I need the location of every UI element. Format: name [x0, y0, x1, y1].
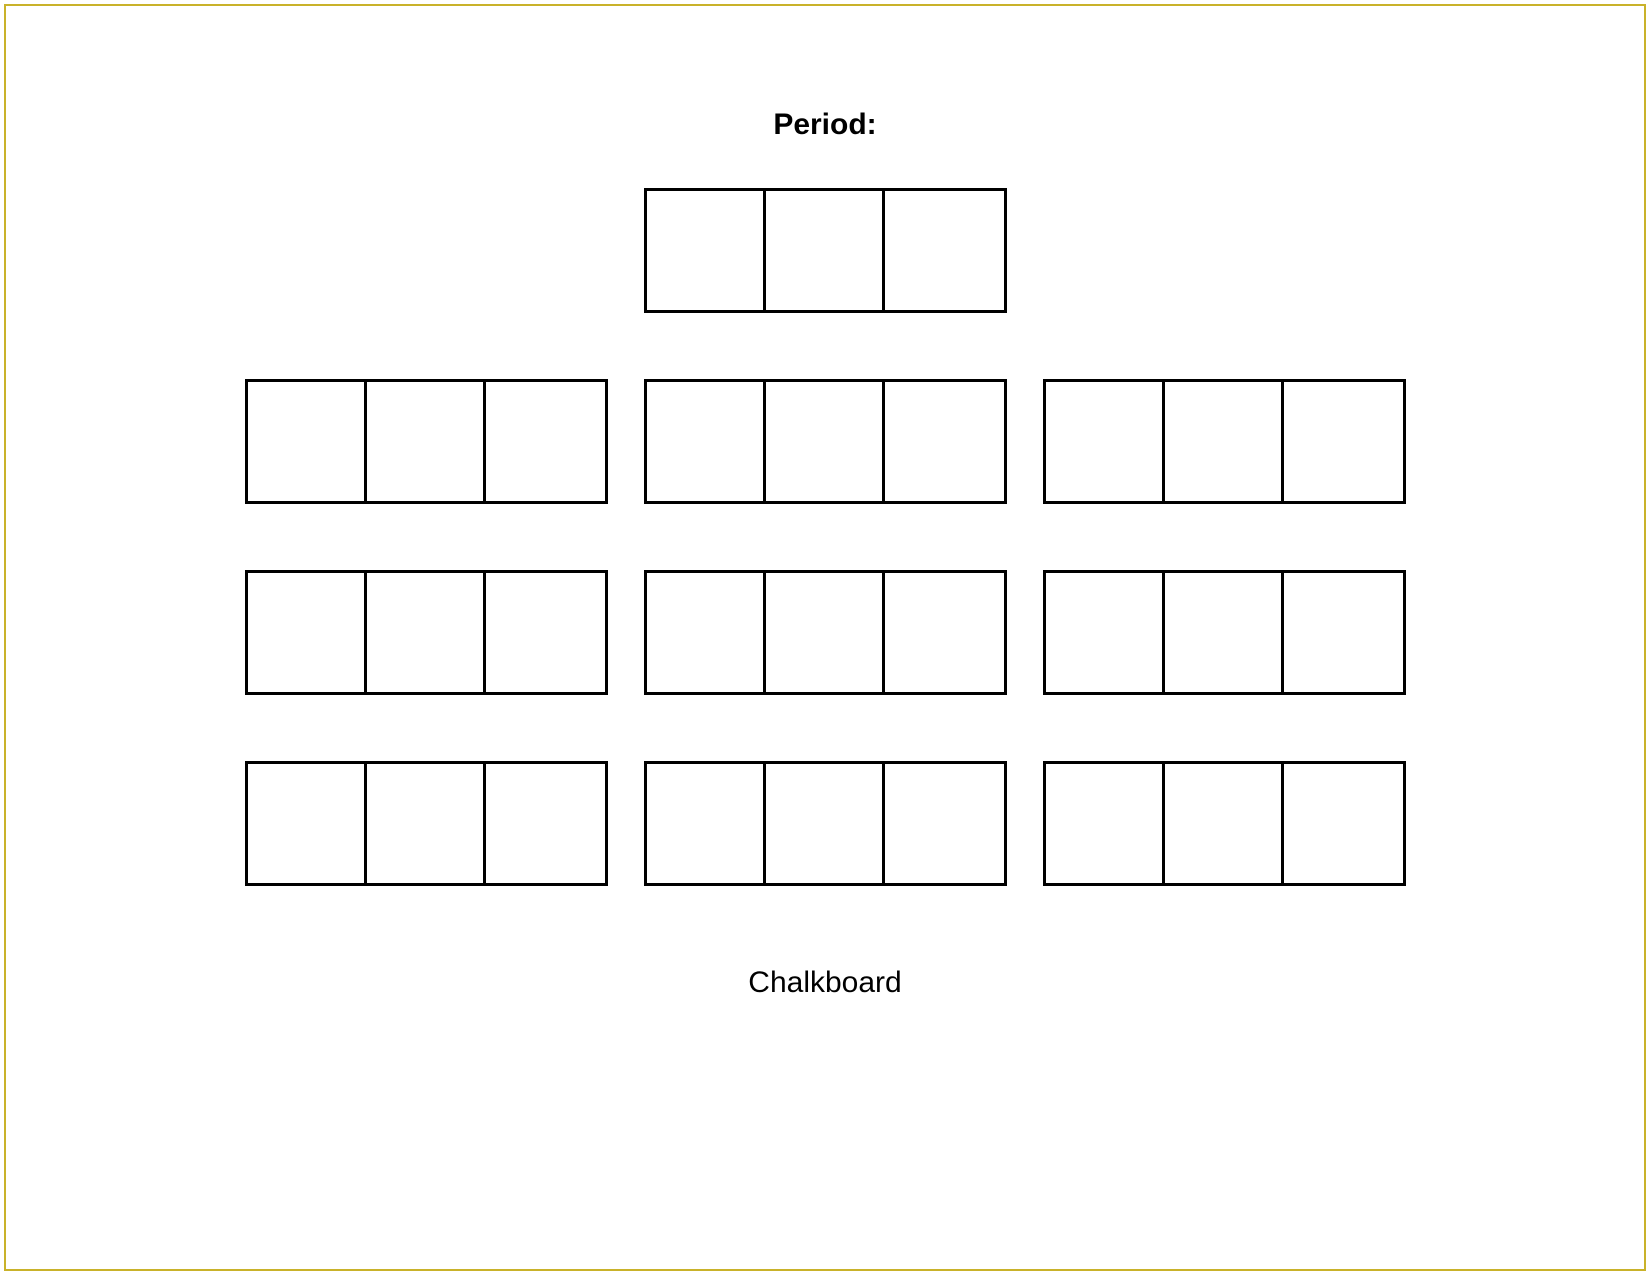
seat	[367, 382, 486, 501]
seat	[486, 382, 605, 501]
seat	[647, 573, 766, 692]
seat	[1165, 382, 1284, 501]
seat	[1165, 573, 1284, 692]
desk-group	[245, 761, 608, 886]
period-title: Period:	[773, 108, 876, 142]
seat	[367, 764, 486, 883]
seating-row	[245, 570, 1406, 695]
desk-group	[644, 761, 1007, 886]
seat	[885, 191, 1004, 310]
seat	[1046, 382, 1165, 501]
chalkboard-label: Chalkboard	[748, 966, 901, 1000]
seat	[647, 191, 766, 310]
seat	[885, 573, 1004, 692]
seat	[1165, 764, 1284, 883]
seat	[885, 382, 1004, 501]
seat	[647, 764, 766, 883]
seat	[885, 764, 1004, 883]
seat	[766, 191, 885, 310]
seating-row	[245, 761, 1406, 886]
desk-group	[644, 379, 1007, 504]
desk-group	[245, 379, 608, 504]
desk-group	[1043, 761, 1406, 886]
seat	[766, 382, 885, 501]
seat	[647, 382, 766, 501]
desk-group	[1043, 379, 1406, 504]
seating-row	[245, 379, 1406, 504]
seating-rows	[245, 188, 1406, 886]
seat	[486, 573, 605, 692]
desk-group	[644, 188, 1007, 313]
desk-group	[644, 570, 1007, 695]
seat	[367, 573, 486, 692]
seat	[766, 573, 885, 692]
seating-row	[644, 188, 1007, 313]
seat	[1284, 764, 1403, 883]
desk-group	[1043, 570, 1406, 695]
seat	[1046, 573, 1165, 692]
seat	[248, 573, 367, 692]
seat	[248, 764, 367, 883]
page-content: Period:	[0, 0, 1650, 1275]
seat	[1284, 573, 1403, 692]
seat	[766, 764, 885, 883]
seat	[1046, 764, 1165, 883]
seat	[248, 382, 367, 501]
desk-group	[245, 570, 608, 695]
seat	[1284, 382, 1403, 501]
seat	[486, 764, 605, 883]
